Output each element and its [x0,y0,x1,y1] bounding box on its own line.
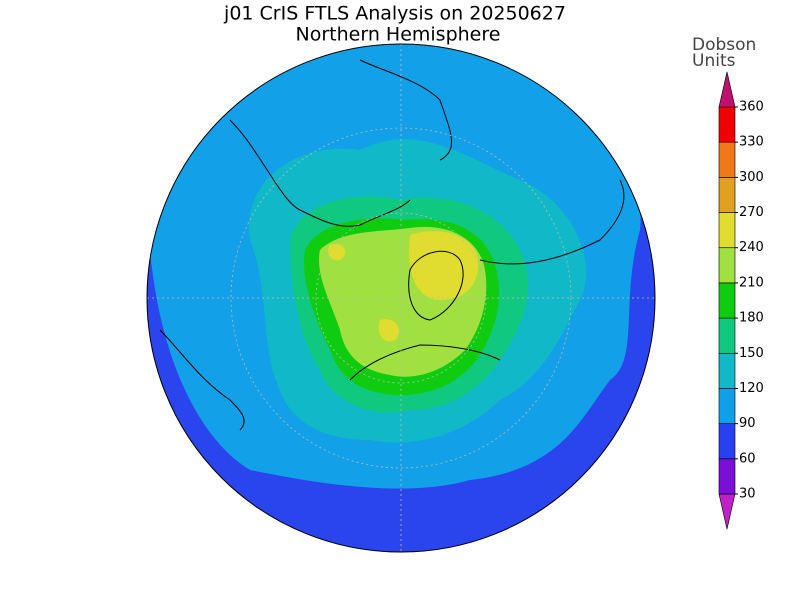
colorbar-segment [718,352,736,389]
colorbar-tick-label: 30 [739,487,756,502]
colorbar-segment [718,141,736,178]
colorbar-segment [718,177,736,213]
colorbar-tick-label: 360 [739,100,764,115]
colorbar-segment [718,282,736,319]
colorbar-segment [718,247,736,284]
field-yellow-patch [328,243,400,342]
colorbar-title: Dobson [692,35,756,55]
subtitle: Northern Hemisphere [296,24,501,46]
colorbar-tick-label: 210 [739,275,764,290]
colorbar-tick-label: 270 [739,205,764,220]
colorbar-segment [718,458,736,495]
graticule [147,44,655,552]
colorbar-tick-label: 150 [739,346,764,361]
colorbar-tick-label: 300 [739,170,764,185]
colorbar-tick-label: 330 [739,135,764,150]
map [146,43,656,553]
colorbar: 30 60 90 120 150 180 210 240 270 300 330 360 DobsonU… [692,35,764,530]
colorbar-tick-label: 180 [739,311,764,326]
colorbar-over [718,71,736,108]
ozone-field [147,44,655,552]
colorbar-segment [718,106,736,143]
colorbar-title: Units [692,51,736,71]
colorbar-segment [718,423,736,460]
colorbar-tick-label: 60 [739,451,756,466]
colorbar-tick-label: 240 [739,240,764,255]
title: j01 CrIS FTLS Analysis on 20250627 [223,3,566,25]
colorbar-tick-label: 90 [739,416,756,431]
map-border [146,43,656,553]
colorbar-tick-label: 120 [739,381,764,396]
colorbar-segment [718,388,736,424]
field-yellow [409,231,479,300]
colorbar-segment [718,212,736,249]
colorbar-segment [718,317,736,354]
